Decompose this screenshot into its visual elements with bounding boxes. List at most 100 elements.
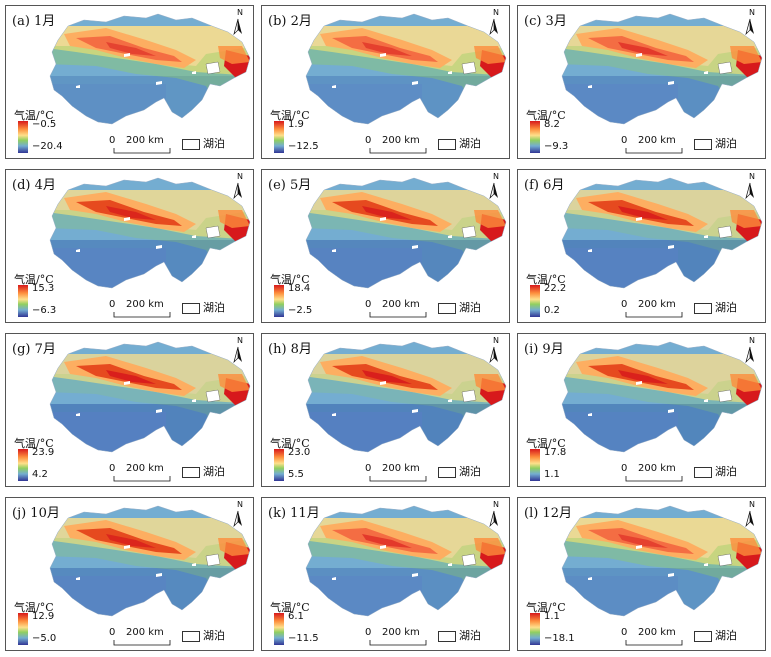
- north-label: N: [237, 336, 243, 345]
- lake-legend-swatch: [182, 303, 200, 314]
- lake-legend-label: 湖泊: [203, 301, 225, 314]
- north-label: N: [493, 8, 499, 17]
- legend-max-value: 22.2: [544, 283, 567, 294]
- north-arrow-icon: [489, 182, 498, 200]
- scale-bar: [369, 476, 427, 482]
- panel-label: (j) 10月: [12, 506, 60, 521]
- scale-bar: [625, 476, 683, 482]
- legend-min-value: 4.2: [32, 469, 48, 480]
- north-label: N: [749, 172, 755, 181]
- north-arrow-icon: [745, 182, 754, 200]
- legend-max-value: −0.5: [32, 119, 57, 130]
- north-label: N: [749, 8, 755, 17]
- north-arrow-icon: [489, 18, 498, 36]
- north-label: N: [749, 500, 755, 509]
- map-panel-6: (f) 6月 N 气温/°C 22.2 0.2 0 200 km 湖泊: [517, 169, 766, 323]
- legend-max-value: 8.2: [544, 119, 560, 130]
- lake-legend-swatch: [438, 303, 456, 314]
- legend-max-value: 18.4: [288, 283, 311, 294]
- temperature-map: [305, 505, 507, 617]
- map-panel-4: (d) 4月 N 气温/°C 15.3 −6.3 0 200 km 湖泊: [5, 169, 254, 323]
- scale-bar: [113, 640, 171, 646]
- legend-max-value: 1.1: [544, 611, 560, 622]
- lake-legend-label: 湖泊: [715, 465, 737, 478]
- legend-max-value: 23.0: [288, 447, 311, 458]
- temperature-map: [49, 505, 251, 617]
- lake-legend-swatch: [438, 467, 456, 478]
- legend-title: 气温/°C: [526, 437, 566, 450]
- legend-min-value: −12.5: [288, 141, 319, 152]
- temperature-map: [49, 341, 251, 453]
- lake-legend-swatch: [694, 467, 712, 478]
- scale-bar: [369, 312, 427, 318]
- temperature-map: [561, 341, 763, 453]
- scale-distance-label: 200 km: [382, 135, 420, 146]
- scale-distance-label: 200 km: [382, 299, 420, 310]
- temperature-map: [561, 505, 763, 617]
- panel-label: (k) 11月: [268, 506, 320, 521]
- legend-color-ramp: [530, 613, 540, 645]
- legend-title: 气温/°C: [270, 437, 310, 450]
- lake-legend-label: 湖泊: [459, 137, 481, 150]
- north-arrow-icon: [233, 346, 242, 364]
- map-panel-11: (k) 11月 N 气温/°C 6.1 −11.5 0 200 km 湖泊: [261, 497, 510, 651]
- legend-color-ramp: [274, 449, 284, 481]
- scale-zero-label: 0: [621, 627, 628, 638]
- legend-max-value: 6.1: [288, 611, 304, 622]
- map-panel-8: (h) 8月 N 气温/°C 23.0 5.5 0 200 km 湖泊: [261, 333, 510, 487]
- legend-min-value: −18.1: [544, 633, 575, 644]
- map-panel-5: (e) 5月 N 气温/°C 18.4 −2.5 0 200 km 湖泊: [261, 169, 510, 323]
- scale-bar: [113, 312, 171, 318]
- north-arrow-icon: [745, 346, 754, 364]
- panel-label: (e) 5月: [268, 178, 312, 193]
- scale-zero-label: 0: [365, 627, 372, 638]
- lake-legend-label: 湖泊: [203, 137, 225, 150]
- scale-distance-label: 200 km: [126, 463, 164, 474]
- north-label: N: [237, 500, 243, 509]
- monthly-temperature-map-grid: (a) 1月 N 气温/°C −0.5 −20.4 0 200 km 湖泊 (b) 2月 N 气温…: [5, 5, 766, 652]
- legend-min-value: −11.5: [288, 633, 319, 644]
- north-label: N: [237, 8, 243, 17]
- scale-bar: [113, 476, 171, 482]
- scale-bar: [625, 148, 683, 154]
- lake-legend-label: 湖泊: [459, 465, 481, 478]
- legend-title: 气温/°C: [270, 109, 310, 122]
- scale-distance-label: 200 km: [382, 463, 420, 474]
- north-arrow-icon: [745, 18, 754, 36]
- panel-label: (l) 12月: [524, 506, 572, 521]
- panel-label: (g) 7月: [12, 342, 56, 357]
- north-arrow-icon: [745, 510, 754, 528]
- legend-title: 气温/°C: [526, 601, 566, 614]
- temperature-map: [305, 13, 507, 125]
- lake-legend-swatch: [694, 139, 712, 150]
- legend-color-ramp: [530, 121, 540, 153]
- lake-legend-swatch: [182, 631, 200, 642]
- legend-color-ramp: [274, 285, 284, 317]
- map-panel-9: (i) 9月 N 气温/°C 17.8 1.1 0 200 km 湖泊: [517, 333, 766, 487]
- scale-distance-label: 200 km: [638, 135, 676, 146]
- lake-legend-swatch: [438, 631, 456, 642]
- map-panel-3: (c) 3月 N 气温/°C 8.2 −9.3 0 200 km 湖泊: [517, 5, 766, 159]
- scale-bar: [625, 312, 683, 318]
- panel-label: (a) 1月: [12, 14, 56, 29]
- lake-legend-label: 湖泊: [715, 137, 737, 150]
- scale-zero-label: 0: [109, 463, 116, 474]
- temperature-map: [561, 13, 763, 125]
- legend-color-ramp: [18, 613, 28, 645]
- legend-color-ramp: [18, 121, 28, 153]
- north-arrow-icon: [233, 510, 242, 528]
- lake-legend-label: 湖泊: [203, 629, 225, 642]
- map-panel-7: (g) 7月 N 气温/°C 23.9 4.2 0 200 km 湖泊: [5, 333, 254, 487]
- legend-min-value: −9.3: [544, 141, 569, 152]
- temperature-map: [305, 177, 507, 289]
- scale-distance-label: 200 km: [638, 299, 676, 310]
- legend-color-ramp: [530, 285, 540, 317]
- scale-bar: [369, 640, 427, 646]
- north-arrow-icon: [233, 182, 242, 200]
- scale-bar: [113, 148, 171, 154]
- legend-title: 气温/°C: [526, 109, 566, 122]
- lake-legend-label: 湖泊: [715, 629, 737, 642]
- map-panel-10: (j) 10月 N 气温/°C 12.9 −5.0 0 200 km 湖泊: [5, 497, 254, 651]
- lake-legend-swatch: [694, 303, 712, 314]
- scale-distance-label: 200 km: [638, 463, 676, 474]
